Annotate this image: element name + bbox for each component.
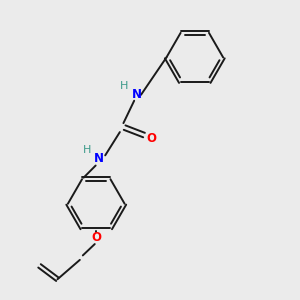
- Text: O: O: [92, 231, 102, 244]
- Text: N: N: [94, 152, 104, 166]
- Text: H: H: [82, 145, 91, 155]
- Text: H: H: [120, 81, 128, 91]
- Text: N: N: [132, 88, 142, 101]
- Text: O: O: [146, 133, 157, 146]
